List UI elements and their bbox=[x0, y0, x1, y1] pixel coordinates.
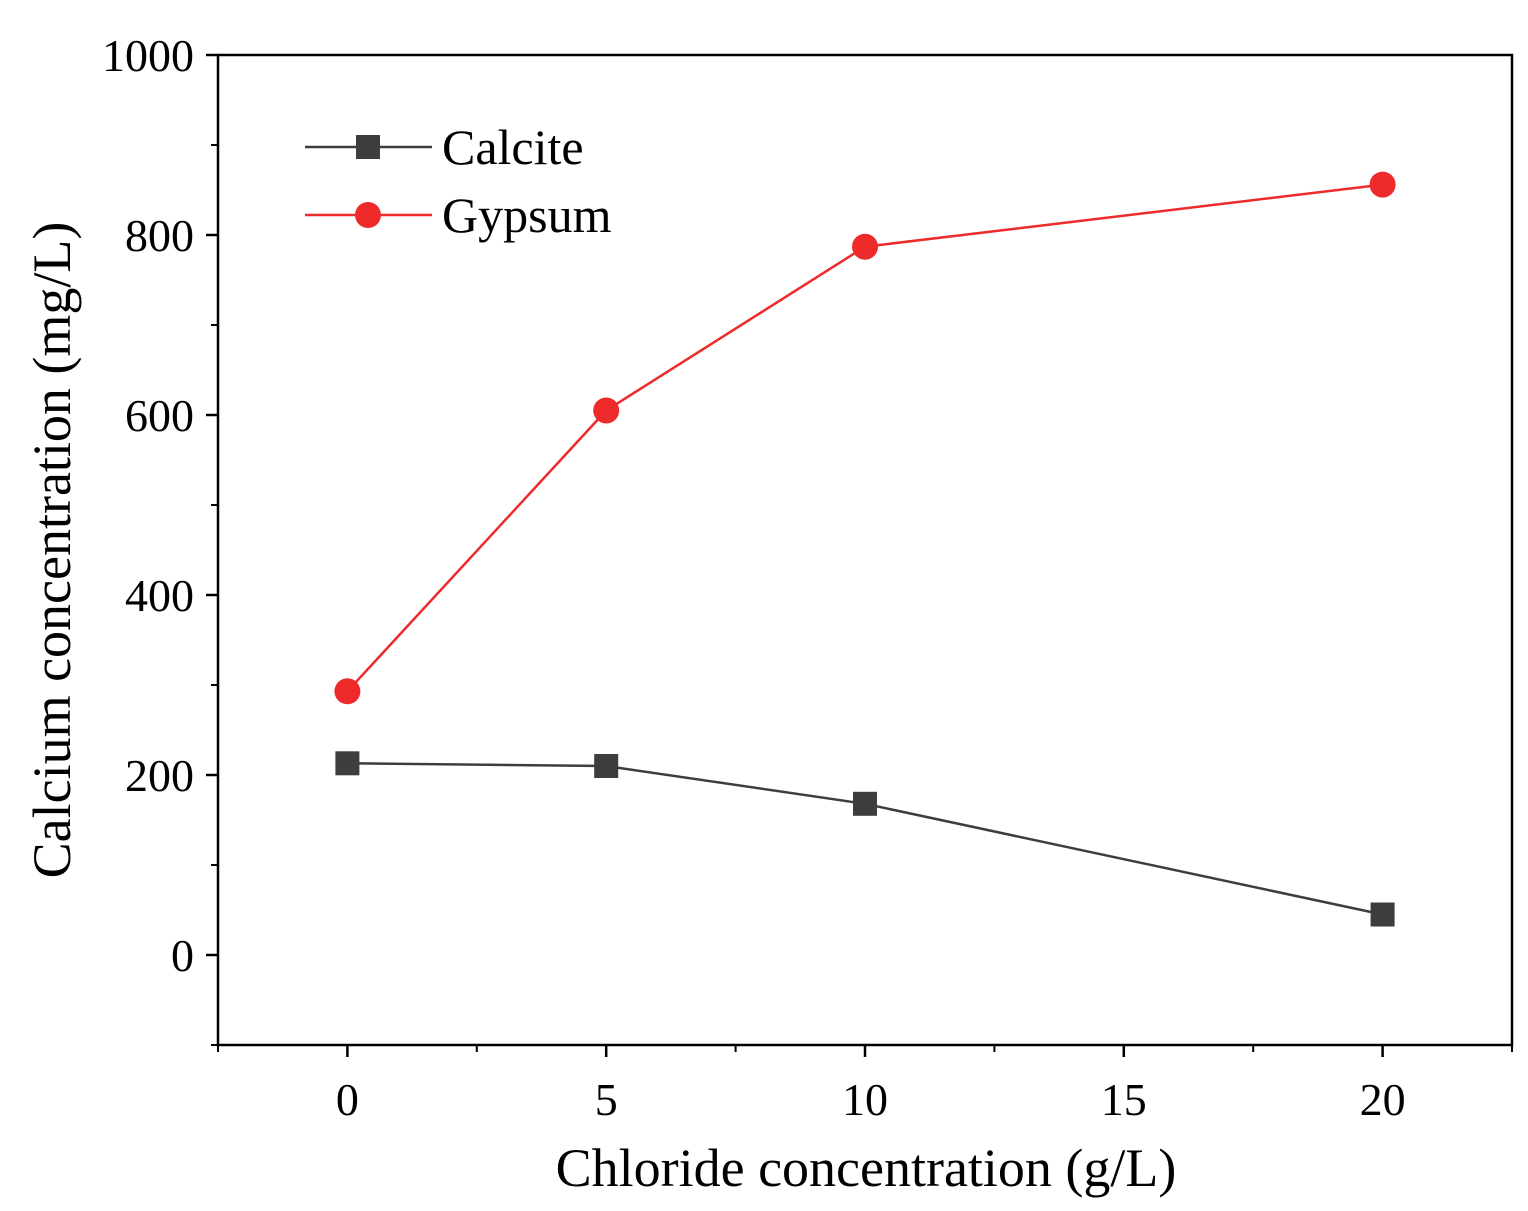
calcite-line bbox=[347, 762, 1383, 916]
x-tick-label: 15 bbox=[1101, 1074, 1147, 1125]
x-tick-label: 10 bbox=[842, 1074, 888, 1125]
y-tick-label: 0 bbox=[171, 930, 194, 981]
gypsum-line bbox=[346, 183, 1383, 693]
series bbox=[334, 171, 1396, 927]
legend-calcite-label: Calcite bbox=[442, 119, 584, 175]
gypsum-point bbox=[852, 233, 878, 260]
calcite-point bbox=[1370, 902, 1395, 927]
y-tick-label: 400 bbox=[125, 570, 194, 621]
legend-calcite-marker bbox=[356, 135, 380, 159]
calcite-point bbox=[335, 751, 360, 776]
y-tick-label: 1000 bbox=[102, 30, 194, 81]
legend-gypsum-label: Gypsum bbox=[442, 187, 612, 243]
x-axis-title: Chloride concentration (g/L) bbox=[556, 1138, 1177, 1198]
calcite-point bbox=[853, 791, 877, 816]
axes bbox=[216, 53, 1514, 1047]
legend-gypsum-marker bbox=[355, 202, 381, 228]
y-axis-title: Calcium concentration (mg/L) bbox=[22, 222, 82, 879]
x-tick-label: 20 bbox=[1360, 1074, 1406, 1125]
gypsum-point bbox=[1369, 171, 1396, 198]
x-tick-label: 0 bbox=[336, 1074, 359, 1125]
legend: Calcite Gypsum bbox=[305, 119, 612, 243]
calcite-point bbox=[594, 754, 619, 778]
x-tick-label: 5 bbox=[595, 1074, 618, 1125]
plot-frame bbox=[216, 53, 1514, 1047]
y-tick-label: 200 bbox=[125, 750, 194, 801]
gypsum-point bbox=[334, 678, 361, 705]
gypsum-point bbox=[593, 397, 620, 424]
y-tick-label: 600 bbox=[125, 390, 194, 441]
y-tick-label: 800 bbox=[125, 210, 194, 261]
